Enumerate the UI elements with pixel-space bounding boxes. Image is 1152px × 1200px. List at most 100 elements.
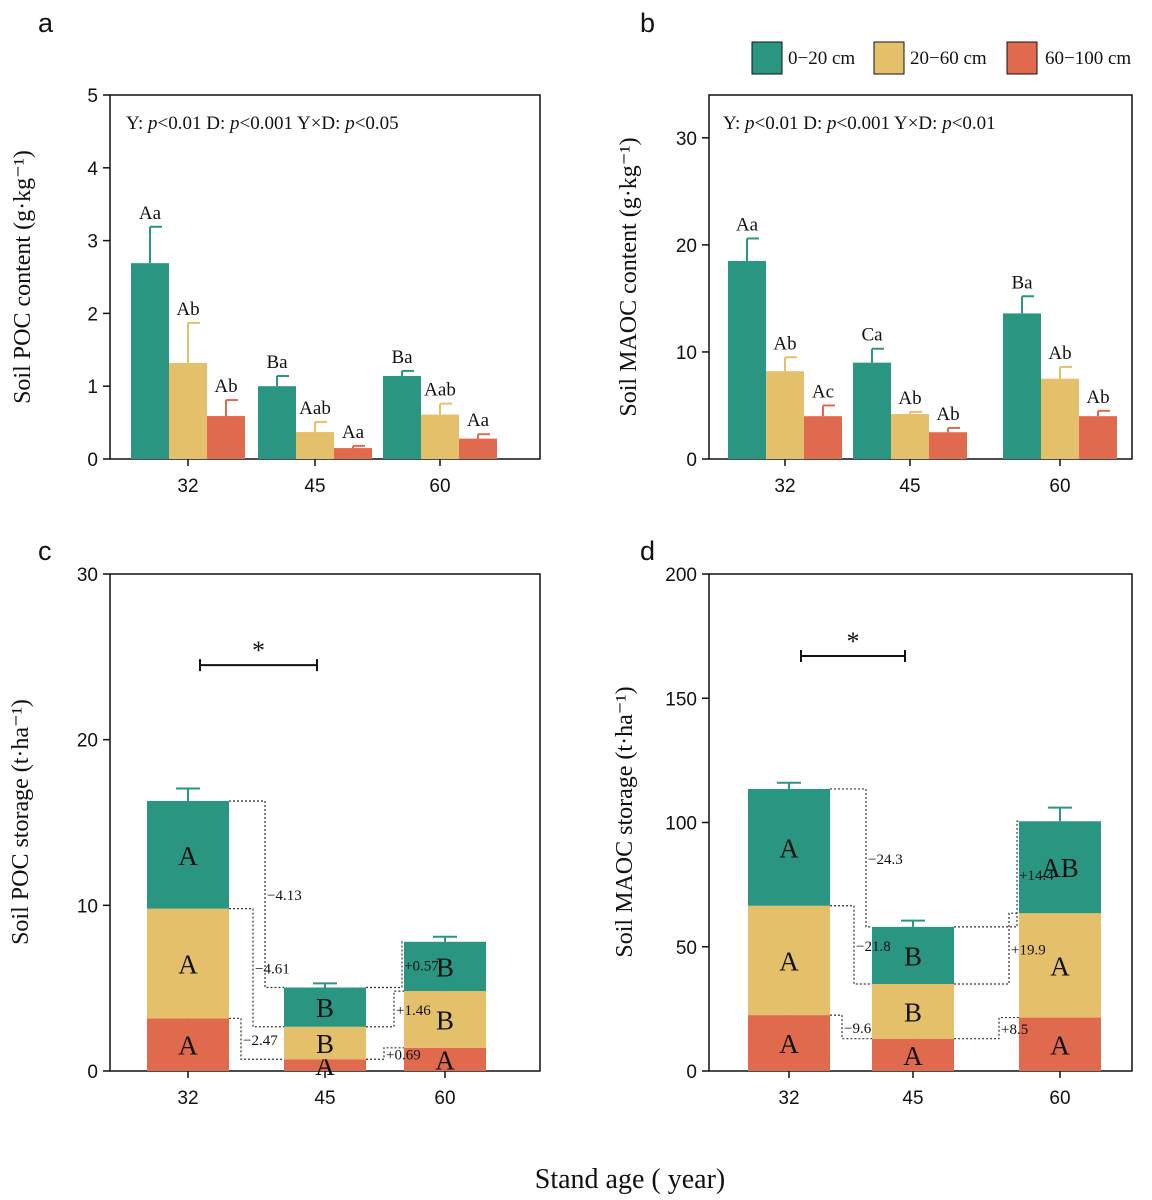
legend-label-0-20: 0−20 cm [788,48,855,69]
x-tick-label-a-2: 60 [429,476,450,497]
sig-letter-c-d20_60-45: B [316,1029,334,1059]
sig-letter-a-d20_60-32: Ab [176,299,199,320]
diff-label-c-a-d60_100: −2.47 [243,1033,278,1049]
panel-tag-d: d [640,536,655,566]
bar-b-d0_20-32 [728,260,766,459]
y-tick-label-a-2: 2 [87,304,98,325]
sig-letter-b-d60_100-32: Ac [812,381,834,402]
sig-letter-d-d0_20-32: A [779,833,799,863]
sig-letter-d-d0_20-60: AB [1041,853,1079,883]
bar-a-d60_100-45 [334,448,372,459]
bar-a-d0_20-32 [131,263,169,459]
sig-letter-a-d60_100-60: Aa [467,410,490,431]
stack-d-d0_20-32 [748,788,830,906]
sig-letter-d-d20_60-32: A [779,946,799,976]
x-tick-label-c-2: 60 [434,1088,455,1109]
y-axis-label-b: Soil MAOC content (g·kg⁻¹) [616,137,642,416]
sig-letter-b-d0_20-32: Aa [736,214,759,235]
connector-d-a-d0_20 [830,788,872,928]
stats-annotation-a: Y: p<0.01 D: p<0.001 Y×D: p<0.05 [126,113,399,134]
stack-c-d0_20-32 [147,800,229,909]
bar-b-d0_20-45 [853,362,891,459]
legend-swatch-20-60 [873,41,905,75]
sig-letter-a-d60_100-32: Ab [214,376,237,397]
sig-letter-c-d0_20-60: B [436,952,454,982]
stack-c-d0_20-60 [404,941,486,992]
stack-c-d60_100-60 [404,1047,486,1071]
sig-letter-a-d0_20-60: Ba [391,347,413,368]
bar-a-d20_60-60 [421,414,459,459]
connector-d-b-d0_20 [954,820,1019,928]
diff-label-d-b-d60_100: +8.5 [1001,1022,1028,1038]
sig-letter-d-d20_60-60: A [1050,951,1070,981]
connector-d-b-d60_100 [954,1016,1019,1040]
connector-c-b-d20_60 [366,990,404,1028]
y-tick-label-a-3: 3 [87,232,98,253]
x-tick-label-d-2: 60 [1049,1088,1070,1109]
y-tick-label-a-4: 4 [87,159,98,180]
sig-letter-a-d0_20-45: Ba [266,352,288,373]
legend-label-20-60: 20−60 cm [910,48,987,69]
bar-b-d20_60-45 [891,414,929,459]
stack-d-d0_20-45 [872,926,954,985]
x-tick-label-b-0: 32 [774,476,795,497]
sig-letter-b-d20_60-32: Ab [773,333,796,354]
y-tick-label-b-1: 10 [676,343,697,364]
connector-c-a-d20_60 [229,908,284,1028]
stack-d-d20_60-60 [1019,913,1101,1018]
bar-b-d0_20-60 [1003,313,1041,459]
sig-letter-a-d20_60-45: Aab [299,398,331,419]
diff-label-d-a-d60_100: −9.6 [844,1021,872,1037]
diff-label-c-a-d20_60: −4.61 [255,962,290,978]
sig-letter-a-d60_100-45: Aa [342,422,365,443]
bar-a-d0_20-60 [383,376,421,459]
sig-letter-b-d0_20-60: Ba [1011,272,1033,293]
stack-c-d60_100-32 [147,1018,229,1071]
legend-swatch-60-100 [1006,41,1038,75]
y-tick-label-a-1: 1 [87,377,98,398]
stats-annotation-b: Y: p<0.01 D: p<0.001 Y×D: p<0.01 [723,113,996,134]
connector-c-b-d60_100 [366,1047,404,1060]
diff-label-d-a-d20_60: −21.8 [856,939,891,955]
y-axis-d: 0 50 100 150 200 [665,565,709,1083]
diff-label-d-a-d0_20: −24.3 [868,852,903,868]
stack-c-d0_20-45 [284,987,366,1027]
stack-d-d20_60-45 [872,984,954,1039]
y-axis-c: 0 10 20 30 [77,565,110,1083]
sig-letter-b-d20_60-60: Ab [1048,343,1071,364]
y-tick-label-d-2: 100 [665,814,697,835]
sig-letter-b-d0_20-45: Ca [861,325,883,346]
legend: 0−20 cm 20−60 cm 60−100 cm [751,41,1131,75]
y-tick-label-b-2: 20 [676,236,697,257]
connector-c-a-d0_20 [229,800,284,989]
y-tick-label-d-3: 150 [665,689,697,710]
stack-d-d60_100-32 [748,1015,830,1071]
connector-d-b-d20_60 [954,912,1019,985]
legend-swatch-0-20 [751,41,783,75]
panel-tag-a: a [38,8,54,38]
x-tick-label-b-2: 60 [1049,476,1070,497]
sig-letter-d-d60_100-45: A [903,1041,923,1071]
y-tick-label-b-0: 0 [686,450,697,471]
bar-b-d60_100-45 [929,432,967,459]
sig-letter-b-d60_100-45: Ab [936,404,959,425]
x-tick-label-b-1: 45 [899,476,920,497]
connector-d-a-d60_100 [830,1014,872,1040]
sig-letter-d-d20_60-45: B [904,997,922,1027]
sig-letter-d-d60_100-60: A [1050,1030,1070,1060]
bar-b-d60_100-60 [1079,416,1117,459]
y-tick-label-c-2: 20 [77,731,98,752]
bar-b-d20_60-32 [766,371,804,459]
connector-d-a-d20_60 [830,905,872,985]
diff-label-d-b-d0_20: +14.4 [1019,868,1054,884]
stack-d-d60_100-45 [872,1038,954,1071]
sig-letter-b-d60_100-60: Ab [1086,387,1109,408]
diff-label-c-a-d0_20: −4.13 [267,888,302,904]
sig-letter-a-d20_60-60: Aab [424,380,456,401]
bar-a-d0_20-45 [258,386,296,459]
y-axis-a: 0 1 2 3 4 5 [87,86,110,471]
bar-a-d20_60-32 [169,362,207,459]
